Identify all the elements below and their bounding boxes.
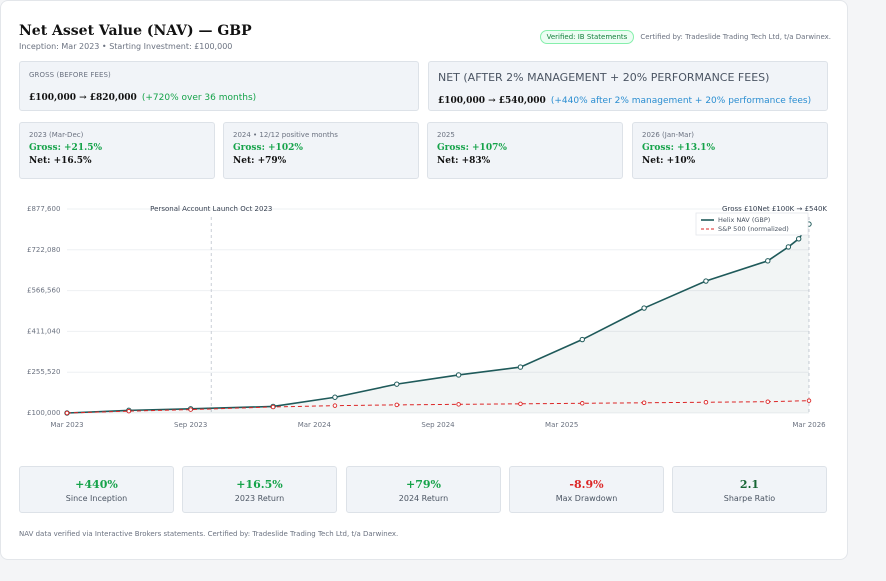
nav-card: Net Asset Value (NAV) — GBP Inception: M… <box>0 0 848 560</box>
year-gross: Gross: +102% <box>233 143 303 153</box>
sp500-point <box>580 401 585 406</box>
nav-point <box>579 336 585 343</box>
sp500-point <box>765 399 771 404</box>
nav-point <box>517 364 524 370</box>
stat-value: +16.5% <box>236 478 283 491</box>
x-tick-label: Mar 2024 <box>298 421 332 429</box>
verified-badge: Verified: IB Statements <box>539 30 635 44</box>
nav-point <box>455 372 462 378</box>
stat-sharpe-ratio: 2.1 Sharpe Ratio <box>672 466 827 513</box>
x-tick-label: Mar 2026 <box>792 421 826 429</box>
end-annotation: Gross £10Net £100K → £540K <box>722 205 827 213</box>
nav-area <box>67 224 809 413</box>
sp500-point <box>270 404 276 410</box>
sp500-point <box>64 410 70 416</box>
sp500-point <box>518 401 523 407</box>
net-range: £100,000 → £540,000 <box>438 96 546 106</box>
nav-point <box>641 305 647 311</box>
nav-point <box>765 258 771 264</box>
nav-chart: £877,600 £722,080 £566,560 £411,040 £255,520… <box>27 205 827 429</box>
stat-label: 2024 Return <box>398 494 449 503</box>
net-summary: NET (AFTER 2% MANAGEMENT + 20% PERFORMAN… <box>428 61 828 111</box>
x-tick-label: Mar 2025 <box>545 421 578 429</box>
stat-value: +440% <box>75 478 118 491</box>
year-label: 2026 (Jan-Mar) <box>642 131 695 139</box>
year-box-2023: 2023 (Mar-Dec) Gross: +21.5% Net: +16.5% <box>19 122 215 179</box>
year-gross: Gross: +21.5% <box>29 143 103 153</box>
year-net: Net: +10% <box>642 156 696 166</box>
x-tick-label: Sep 2023 <box>174 421 207 429</box>
y-tick-label: £255,520 <box>27 368 60 376</box>
nav-point <box>785 244 792 250</box>
sp500-point <box>806 398 812 403</box>
year-label: 2023 (Mar-Dec) <box>29 131 84 139</box>
sp500-point <box>126 408 132 414</box>
year-gross: Gross: +13.1% <box>642 143 716 153</box>
legend-box <box>695 212 809 236</box>
x-tick-label: Mar 2023 <box>50 421 83 429</box>
year-net: Net: +16.5% <box>29 156 92 166</box>
nav-point <box>703 278 709 284</box>
sp500-point <box>188 407 193 412</box>
certified-by: Certified by: Tradeslide Trading Tech Lt… <box>640 33 831 41</box>
page-subtitle: Inception: Mar 2023 • Starting Investmen… <box>19 42 233 51</box>
gross-range: £100,000 → £820,000 <box>29 93 137 103</box>
legend-label-nav: Helix NAV (GBP) <box>718 216 770 224</box>
x-tick-label: Sep 2024 <box>421 421 455 429</box>
sp500-point <box>394 402 400 408</box>
verification: Verified: IB Statements Certified by: Tr… <box>539 30 831 44</box>
stat-value: 2.1 <box>739 478 760 491</box>
year-label: 2025 <box>437 131 455 139</box>
gross-label: GROSS (BEFORE FEES) <box>29 71 111 79</box>
sp500-point <box>641 400 647 406</box>
page-title: Net Asset Value (NAV) — GBP <box>19 23 252 39</box>
year-box-2024: 2024 • 12/12 positive months Gross: +102… <box>223 122 419 179</box>
y-tick-label: £566,560 <box>27 287 60 295</box>
net-change: (+440% after 2% management + 20% perform… <box>550 96 812 106</box>
nav-point <box>332 394 338 400</box>
stat-max-drawdown: -8.9% Max Drawdown <box>509 466 664 513</box>
year-net: Net: +83% <box>437 156 491 166</box>
gross-change: (+720% over 36 months) <box>141 93 257 103</box>
footnote: NAV data verified via Interactive Broker… <box>19 530 399 538</box>
sp500-point <box>703 399 709 405</box>
stat-since-inception: +440% Since Inception <box>19 466 174 513</box>
stat-value: +79% <box>406 478 441 491</box>
net-label: NET (AFTER 2% MANAGEMENT + 20% PERFORMAN… <box>438 71 770 84</box>
y-tick-label: £722,080 <box>27 246 60 254</box>
y-tick-label: £100,000 <box>27 409 60 417</box>
year-gross: Gross: +107% <box>437 143 507 153</box>
y-tick-label: £411,040 <box>27 327 60 335</box>
sp500-point <box>332 403 338 408</box>
nav-point <box>795 236 802 242</box>
gross-summary: GROSS (BEFORE FEES) £100,000 → £820,000 … <box>19 61 419 111</box>
year-box-2025: 2025 Gross: +107% Net: +83% <box>427 122 623 179</box>
stat-label: 2023 Return <box>234 494 285 503</box>
nav-point <box>394 381 400 387</box>
stat-2023-return: +16.5% 2023 Return <box>182 466 337 513</box>
year-label: 2024 • 12/12 positive months <box>233 131 338 139</box>
launch-annotation: Personal Account Launch Oct 2023 <box>150 205 272 213</box>
stat-label: Max Drawdown <box>555 494 618 503</box>
year-box-2026: 2026 (Jan-Mar) Gross: +13.1% Net: +10% <box>632 122 828 179</box>
stat-2024-return: +79% 2024 Return <box>346 466 501 513</box>
sp500-point <box>456 402 461 407</box>
year-net: Net: +79% <box>233 156 287 166</box>
legend-label-sp500: S&P 500 (normalized) <box>718 225 789 233</box>
y-tick-label: £877,600 <box>27 205 60 213</box>
stat-value: -8.9% <box>569 478 604 491</box>
stat-label: Since Inception <box>65 494 128 503</box>
stat-label: Sharpe Ratio <box>723 494 776 503</box>
